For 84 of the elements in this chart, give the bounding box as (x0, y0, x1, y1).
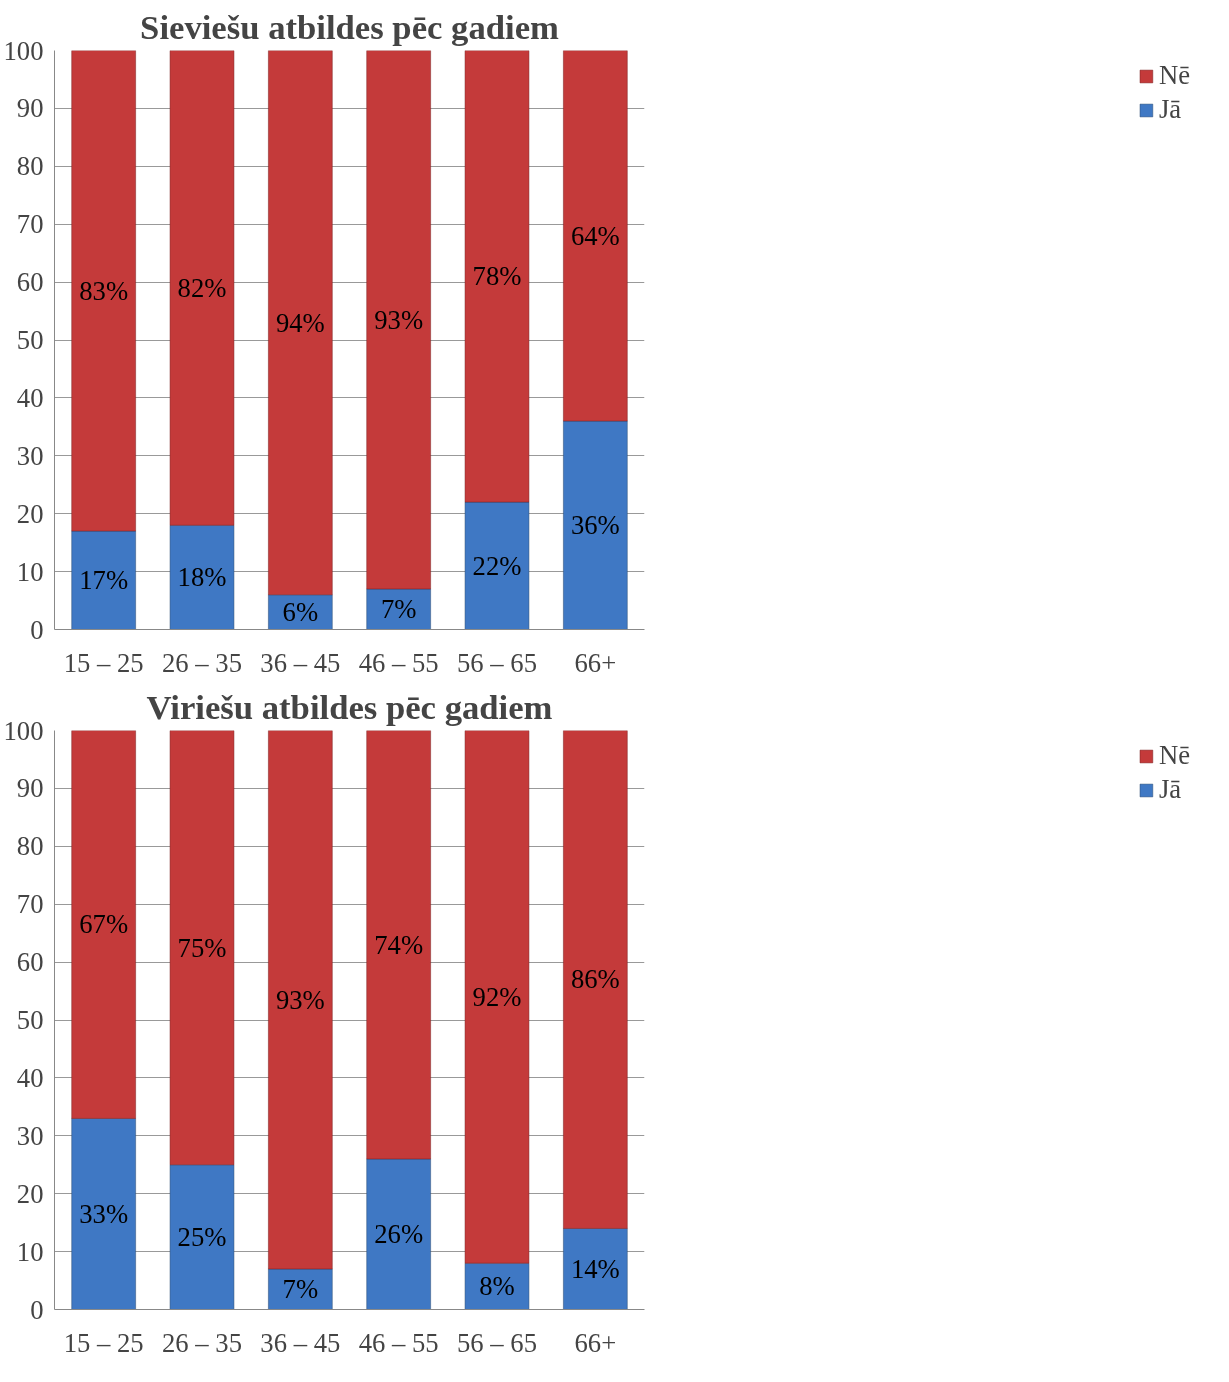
y-tick-label: 70 (16, 209, 44, 240)
data-label: 25% (177, 1222, 227, 1253)
y-tick-label: 10 (16, 1236, 44, 1267)
y-tick-label: 90 (16, 773, 44, 804)
bar (366, 50, 431, 590)
y-tick-label: 50 (16, 325, 44, 355)
bar (464, 501, 530, 630)
bar (464, 730, 530, 1264)
legend-label: Nē (1158, 60, 1190, 91)
y-tick-label: 70 (16, 889, 44, 920)
x-tick-label: 36 – 45 (260, 1327, 341, 1358)
bar (169, 50, 235, 526)
x-tick-label: 26 – 35 (162, 1327, 242, 1358)
legend-label: Jā (1158, 94, 1182, 125)
y-tick-label: 0 (30, 614, 44, 645)
y-tick-label: 20 (16, 1178, 44, 1209)
y-tick-label: 100 (3, 35, 44, 66)
y-tick-label: 30 (16, 1120, 44, 1151)
x-tick-label: 56 – 65 (457, 647, 537, 678)
data-label: 64% (570, 220, 620, 251)
bar (268, 730, 333, 1270)
data-label: 7% (380, 594, 417, 625)
bar (366, 730, 431, 1160)
x-tick-label: 46 – 55 (358, 647, 439, 678)
y-tick-label: 80 (16, 831, 44, 862)
bar (169, 525, 235, 630)
x-tick-label: 56 – 65 (457, 1327, 537, 1358)
bar (71, 1118, 136, 1310)
data-label: 17% (79, 565, 129, 596)
y-tick-label: 10 (16, 556, 44, 587)
bar (464, 50, 530, 503)
chart-title: Sieviešu atbildes pēc gadiem (140, 7, 560, 46)
data-label: 78% (472, 261, 522, 292)
bar (169, 1164, 235, 1310)
data-label: 18% (177, 562, 227, 593)
data-label: 74% (374, 929, 424, 960)
bar (366, 1158, 431, 1310)
data-label: 93% (275, 984, 325, 1015)
x-tick-label: 66+ (574, 1327, 617, 1358)
legend-label: Jā (1158, 774, 1182, 805)
bar (169, 730, 235, 1165)
x-tick-label: 66+ (574, 647, 617, 678)
x-tick-label: 26 – 35 (162, 647, 242, 678)
bar (563, 420, 628, 630)
bar (71, 730, 136, 1119)
y-tick-label: 60 (16, 267, 44, 298)
bar (71, 530, 136, 630)
x-tick-label: 46 – 55 (358, 1327, 439, 1358)
data-label: 94% (275, 307, 325, 338)
y-tick-label: 100 (3, 715, 44, 746)
bar (71, 50, 136, 532)
data-label: 26% (374, 1219, 424, 1250)
bar (563, 1228, 628, 1310)
data-label: 92% (472, 981, 522, 1012)
bar (563, 50, 628, 422)
x-tick-label: 36 – 45 (260, 647, 341, 678)
data-label: 14% (570, 1253, 620, 1284)
data-label: 75% (177, 932, 227, 963)
data-label: 93% (374, 304, 424, 335)
data-label: 33% (79, 1198, 129, 1229)
y-tick-label: 20 (16, 498, 44, 529)
data-label: 86% (570, 964, 620, 995)
y-tick-label: 80 (16, 151, 44, 182)
data-label: 7% (282, 1274, 319, 1305)
y-tick-label: 30 (16, 440, 44, 471)
data-label: 6% (282, 597, 319, 628)
chart-title: Viriešu atbildes pēc gadiem (146, 687, 553, 726)
y-tick-label: 60 (16, 947, 44, 978)
data-label: 8% (479, 1271, 515, 1302)
data-label: 83% (79, 275, 129, 306)
y-tick-label: 90 (16, 93, 44, 124)
y-tick-label: 40 (16, 382, 44, 413)
y-tick-label: 40 (16, 1062, 44, 1093)
bar (563, 730, 628, 1229)
y-tick-label: 0 (30, 1294, 44, 1325)
legend-label: Nē (1158, 740, 1190, 771)
data-label: 67% (79, 909, 129, 940)
data-label: 82% (177, 272, 227, 303)
data-label: 22% (472, 550, 522, 581)
x-tick-label: 15 – 25 (63, 1327, 144, 1358)
x-tick-label: 15 – 25 (63, 647, 144, 678)
y-tick-label: 50 (16, 1005, 44, 1035)
bar (268, 50, 333, 596)
data-label: 36% (570, 510, 620, 541)
